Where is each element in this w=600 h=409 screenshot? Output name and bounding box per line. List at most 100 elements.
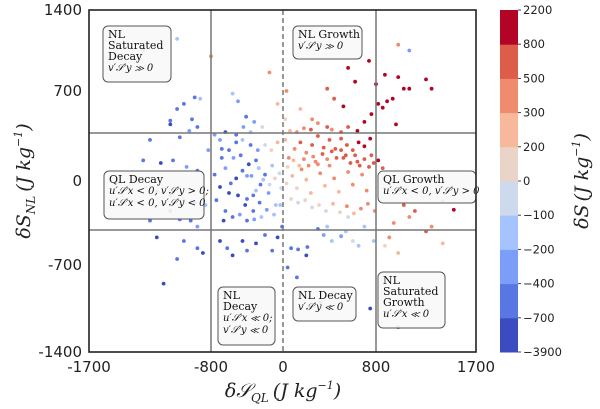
data-point [345,204,349,209]
data-point [371,161,376,165]
data-point [201,251,205,255]
colorbar-label: δS(J kg−1) [570,133,593,229]
data-point [289,246,293,251]
data-point [275,102,280,106]
x-axis-ticks: -1700 -800 0 800 1700 [67,358,495,376]
data-point [327,138,332,142]
data-point [175,37,180,41]
data-point [290,174,295,178]
annotation-box [103,170,205,220]
data-point [305,245,310,249]
data-point [333,147,338,151]
data-point [304,150,309,155]
x-tick-label: 800 [362,358,391,376]
annotation-text: NL [223,289,241,302]
colorbar-tick-label: −100 [523,208,555,222]
data-point [203,203,208,207]
data-point [350,182,355,187]
reference-lines [89,10,476,352]
data-point [240,168,245,173]
x-axis-label: δ𝒮QL (J kg−1) [225,379,341,405]
data-point [302,126,306,131]
y-tick-label: -1400 [38,343,82,361]
annotation-math: v′𝒮′y ≫ 0 [298,41,344,52]
data-point [286,156,291,160]
data-point [190,117,194,122]
data-point [230,253,235,258]
data-point [346,66,350,70]
data-point [353,79,357,84]
data-point [310,117,314,122]
data-point [396,42,401,47]
data-point [352,211,356,216]
plot-frame [88,9,477,353]
data-point [362,120,367,124]
data-point [175,257,180,261]
data-point [248,143,253,147]
data-point [383,243,387,248]
data-point [367,59,371,63]
data-point [273,203,278,207]
x-tick-label: 0 [278,358,288,376]
data-point [168,122,173,127]
data-point [230,215,235,219]
data-point [321,233,326,237]
data-point [264,207,269,212]
y-axis-label: δSNL(J kg−1) [12,123,38,238]
data-point [338,210,342,215]
data-point [309,127,313,132]
data-point [451,207,456,212]
data-point [343,153,348,158]
data-point [383,72,387,77]
colorbar-tick-label: −700 [523,311,555,325]
points-layer [141,37,456,329]
colorbar-tick-label: −200 [523,242,555,256]
annotation-text: Decay [223,300,258,313]
data-point [283,138,288,142]
data-point [252,120,257,124]
annotation-math: v′𝒮′y ≪ 0 [223,325,269,336]
data-point [275,140,280,145]
data-point [269,148,274,153]
annotation-text: Saturated [383,285,438,298]
data-point [158,161,163,165]
data-point [236,99,240,104]
data-point [341,156,346,160]
data-point [325,125,330,129]
data-point [296,200,300,205]
data-point [355,129,360,133]
data-point [245,218,249,223]
colorbar-segment [500,181,518,216]
data-point [332,176,336,181]
data-point [237,212,242,217]
colorbar-segment [500,249,518,285]
data-point [182,239,186,243]
data-point [188,218,193,223]
data-point [401,86,406,91]
data-point [296,247,300,252]
annotation-text: NL [108,28,126,41]
data-point [214,198,219,203]
data-point [257,200,262,205]
data-point [241,125,246,129]
data-point [401,203,406,207]
data-point [260,125,265,129]
data-point [380,166,385,171]
colorbar-segment [500,78,518,114]
data-point [316,121,320,125]
data-point [263,233,267,237]
colorbar-tick-label: −3900 [523,345,562,359]
data-point [182,102,186,106]
annotation-math: u′𝒮′x ≪ 0 [383,309,430,320]
data-point [256,166,261,171]
data-point [184,165,189,169]
data-point [339,136,343,141]
annotation-math: v′𝒮′y ≫ 0 [108,63,154,74]
colorbar-tick-label: −400 [523,277,555,291]
data-point [244,114,249,119]
data-point [380,105,385,110]
